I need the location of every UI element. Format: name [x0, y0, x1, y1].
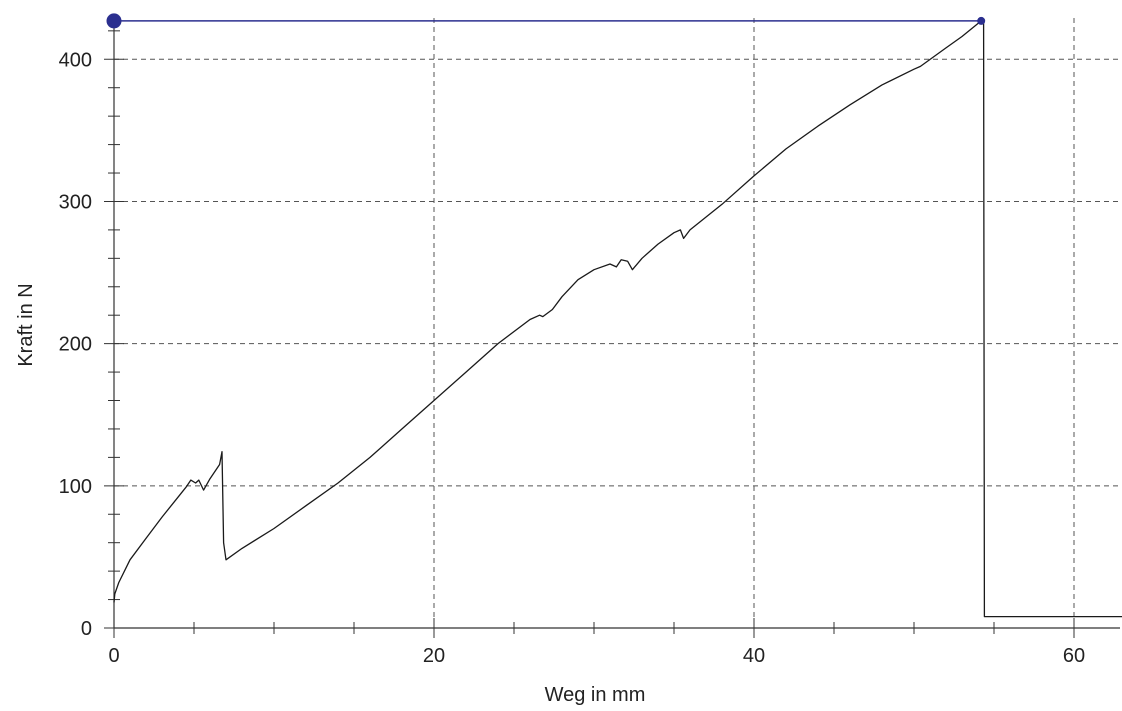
y-axis-title: Kraft in N — [15, 283, 37, 366]
y-tick-label: 200 — [59, 334, 92, 356]
max-force-start-marker — [106, 13, 122, 29]
max-force-end-marker — [977, 16, 986, 25]
series-layer — [113, 20, 1122, 618]
force-curve — [113, 20, 1122, 618]
y-tick-labels: 0 100 200 300 400 — [59, 49, 92, 640]
x-tick-label: 0 — [108, 645, 119, 667]
y-tick-label: 100 — [59, 476, 92, 498]
x-axis-title: Weg in mm — [545, 684, 646, 706]
grid-lines — [114, 18, 1120, 628]
y-tick-label: 300 — [59, 191, 92, 213]
axis-ticks — [104, 30, 1075, 638]
x-tick-label: 20 — [423, 645, 445, 667]
x-tick-labels: 0 20 40 60 — [108, 645, 1085, 667]
y-tick-label: 0 — [81, 618, 92, 640]
x-tick-label: 60 — [1063, 645, 1085, 667]
y-tick-label: 400 — [59, 49, 92, 71]
axes — [113, 18, 1120, 629]
annotation-layer — [106, 13, 986, 29]
x-tick-label: 40 — [743, 645, 765, 667]
